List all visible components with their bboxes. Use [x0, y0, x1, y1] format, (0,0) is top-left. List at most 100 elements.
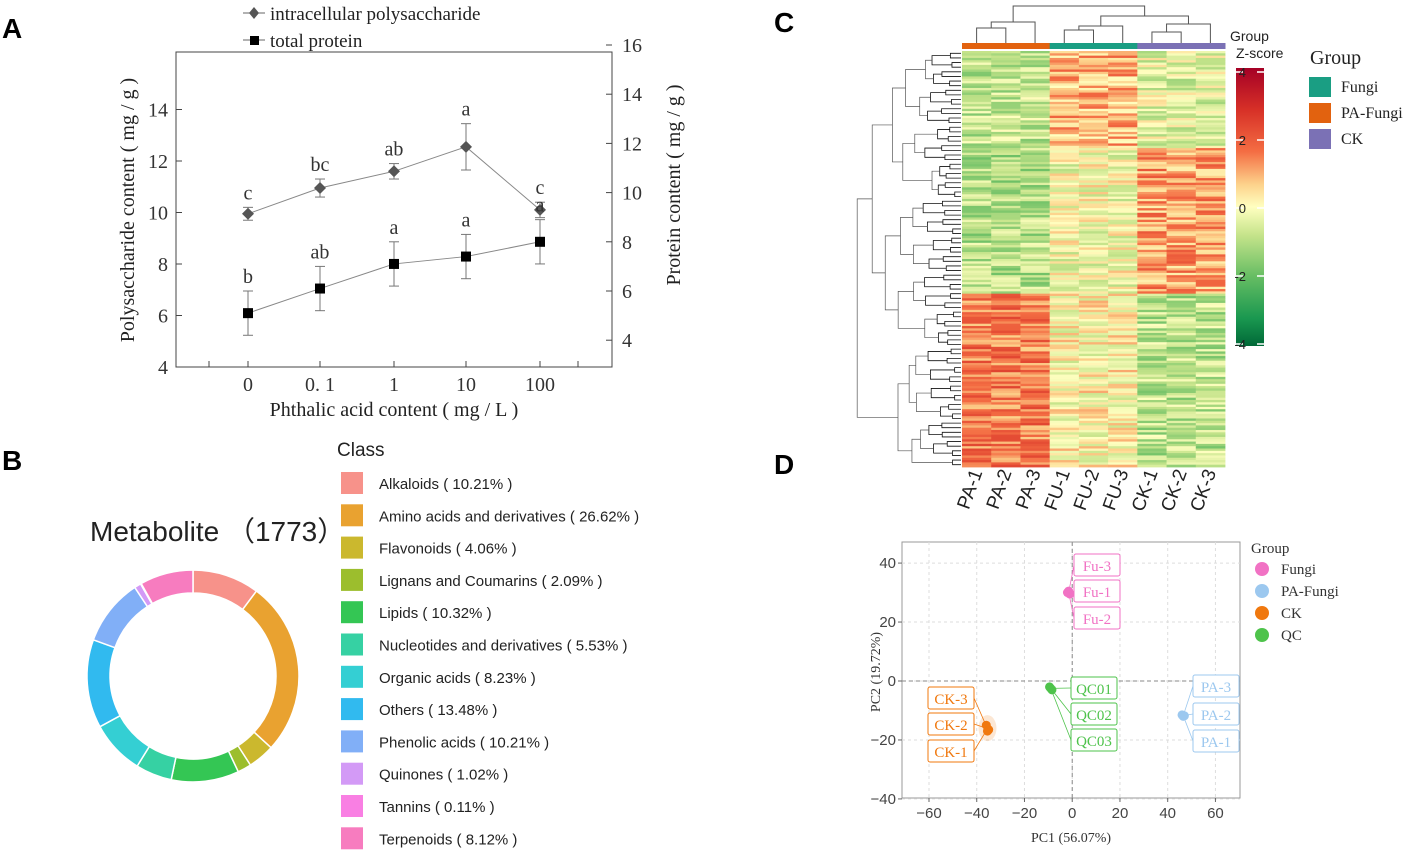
- label-leader-line: [1183, 713, 1194, 717]
- heatmap-cell: [1049, 349, 1080, 352]
- heatmap-cell: [1166, 330, 1197, 334]
- heatmap-cell: [1108, 152, 1138, 156]
- heatmap-cell: [1166, 356, 1197, 359]
- heatmap-cell: [1166, 307, 1197, 311]
- heatmap-cell: [1078, 113, 1109, 117]
- plot-frame: [175, 51, 613, 368]
- heatmap-cell: [1020, 141, 1051, 144]
- donut-slice: [241, 590, 300, 749]
- dendrogram-branch: [884, 235, 901, 311]
- heatmap-cell: [1020, 300, 1051, 304]
- heatmap-cell: [1166, 268, 1197, 271]
- panel-a-line-chart: intracellular polysaccharide total prote…: [117, 4, 685, 421]
- heatmap-cell: [1108, 423, 1138, 426]
- heatmap-cell: [991, 104, 1021, 107]
- point-label: QC02: [1076, 708, 1112, 724]
- x-tick-label: 40: [1159, 805, 1176, 822]
- heatmap-cell: [991, 402, 1021, 405]
- heatmap-cell: [1108, 328, 1138, 332]
- significance-letter: bc: [311, 154, 330, 176]
- heatmap-cell: [991, 231, 1021, 234]
- legend-swatch: [341, 795, 363, 817]
- heatmap-cell: [991, 393, 1021, 396]
- heatmap-cell: [1166, 369, 1197, 373]
- heatmap-cell: [1137, 309, 1167, 313]
- heatmap-cell: [991, 448, 1021, 452]
- heatmap-cell: [1020, 406, 1051, 410]
- heatmap-cell: [1166, 383, 1197, 387]
- heatmap-cell: [1078, 411, 1109, 415]
- heatmap-cell: [962, 228, 992, 232]
- heatmap-cell: [991, 180, 1021, 184]
- heatmap-cell: [1137, 312, 1167, 315]
- heatmap-cell: [991, 189, 1021, 193]
- legend-swatch: [341, 601, 363, 624]
- heatmap-cell: [1137, 344, 1167, 348]
- point-label: Fu-2: [1083, 612, 1111, 628]
- heatmap-cell: [1195, 409, 1226, 412]
- heatmap-cell: [1166, 360, 1197, 364]
- heatmap-cell: [1078, 127, 1109, 130]
- heatmap-cell: [962, 455, 992, 459]
- point-label: PA-1: [1201, 735, 1231, 751]
- heatmap-cell: [1166, 145, 1197, 149]
- heatmap-cell: [1049, 185, 1080, 188]
- heatmap-cell: [991, 464, 1021, 468]
- dendrogram-branch: [948, 404, 961, 410]
- heatmap-cell: [1049, 256, 1080, 260]
- heatmap-cell: [1020, 228, 1051, 232]
- heatmap-cell: [1195, 256, 1226, 260]
- heatmap-cell: [1166, 222, 1197, 225]
- heatmap-cell: [1049, 155, 1080, 158]
- heatmap-cell: [1108, 344, 1138, 348]
- heatmap-cell: [1020, 187, 1051, 191]
- heatmap-cell: [1078, 108, 1109, 112]
- heatmap-cell: [1049, 152, 1080, 156]
- heatmap-cell: [991, 381, 1021, 385]
- heatmap-cell: [1195, 420, 1226, 424]
- heatmap-cell: [1195, 446, 1226, 449]
- heatmap-cell: [1166, 64, 1197, 68]
- heatmap-cell: [1020, 418, 1051, 422]
- heatmap-cell: [1108, 127, 1138, 130]
- heatmap-cell: [1020, 249, 1051, 253]
- heatmap-cell: [1108, 453, 1138, 456]
- heatmap-cell: [1049, 411, 1080, 415]
- heatmap-cell: [1137, 397, 1167, 401]
- heatmap-cell: [962, 307, 992, 311]
- heatmap-cell: [1049, 404, 1080, 408]
- heatmap-cell: [1195, 309, 1226, 313]
- heatmap-cell: [962, 81, 992, 84]
- heatmap-cell: [1195, 323, 1226, 327]
- heatmap-cell: [962, 284, 992, 288]
- heatmap-cell: [1020, 127, 1051, 130]
- heatmap-cell: [1137, 314, 1167, 318]
- heatmap-cell: [1078, 122, 1109, 126]
- heatmap-cell: [962, 416, 992, 419]
- heatmap-cell: [1166, 108, 1197, 112]
- heatmap-cell: [1078, 67, 1109, 70]
- heatmap-cell: [1108, 150, 1138, 154]
- heatmap-cell: [1137, 141, 1167, 144]
- heatmap-cell: [1049, 131, 1080, 135]
- heatmap-cell: [1020, 189, 1051, 193]
- heatmap-cell: [1166, 351, 1197, 355]
- heatmap-cell: [1137, 208, 1167, 211]
- colorbar-tick-label: 4: [1239, 65, 1246, 80]
- y-tick-label: 20: [879, 614, 896, 631]
- heatmap-cell: [1195, 145, 1226, 149]
- heatmap-cell: [1166, 182, 1197, 186]
- heatmap-cell: [1166, 399, 1197, 403]
- label-leader-line: [973, 728, 988, 752]
- heatmap-cell: [991, 228, 1021, 232]
- heatmap-cell: [1020, 136, 1051, 140]
- heatmap-cell: [1137, 413, 1167, 417]
- heatmap-cell: [962, 261, 992, 265]
- heatmap-cell: [1108, 106, 1138, 110]
- heatmap-cell: [1137, 134, 1167, 137]
- point-label: CK-3: [934, 692, 967, 708]
- heatmap-cell: [1108, 395, 1138, 399]
- heatmap-cell: [1049, 312, 1080, 315]
- heatmap-cell: [1108, 358, 1138, 362]
- heatmap-cell: [1195, 416, 1226, 419]
